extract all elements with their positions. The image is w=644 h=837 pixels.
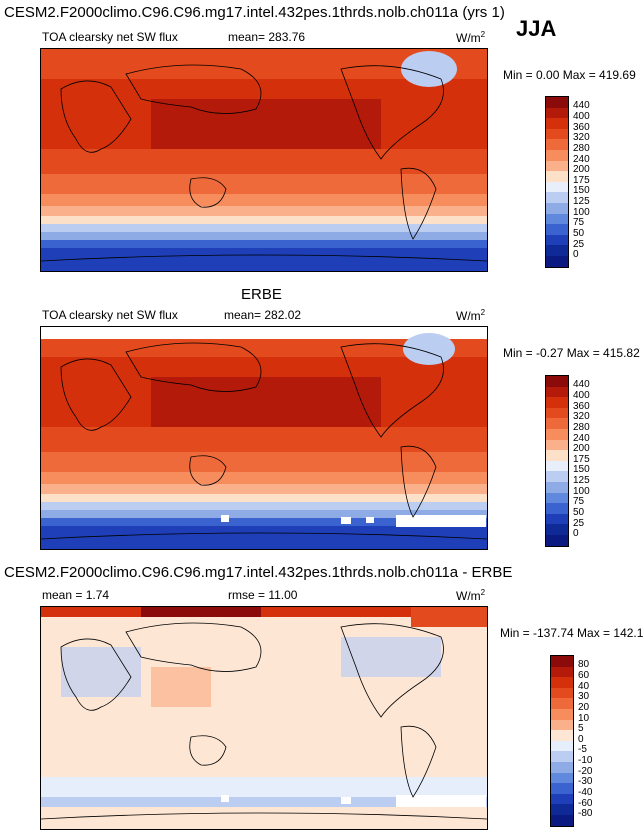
panel2-variable: TOA clearsky net SW flux — [42, 308, 178, 322]
panel1-map — [40, 48, 488, 272]
panel3-minmax: Min = -137.74 Max = 142.12 — [500, 626, 644, 640]
panel3-title: CESM2.F2000climo.C96.C96.mg17.intel.432p… — [4, 564, 513, 581]
panel3-map — [40, 606, 488, 830]
panel1-units: W/m2 — [456, 30, 486, 45]
panel1-mean: mean= 283.76 — [228, 30, 306, 44]
panel3-rmse: rmse = 11.00 — [228, 588, 298, 602]
panel3-colorbar — [550, 655, 574, 827]
panel2-map — [40, 326, 488, 550]
panel1-map-field — [41, 49, 487, 271]
panel2-map-field — [41, 327, 487, 549]
panel1-variable: TOA clearsky net SW flux — [42, 30, 178, 44]
panel3-units: W/m2 — [456, 588, 486, 603]
panel2-colorbar — [545, 375, 569, 547]
panel2-minmax: Min = -0.27 Max = 415.82 — [503, 346, 640, 360]
panel3-map-field — [41, 607, 487, 829]
panel2-dataset: ERBE — [241, 286, 282, 303]
panel2-units: W/m2 — [456, 308, 486, 323]
season-label: JJA — [516, 16, 557, 41]
panel1-colorbar — [545, 96, 569, 268]
panel2-mean: mean= 282.02 — [224, 308, 302, 322]
panel1-minmax: Min = 0.00 Max = 419.69 — [503, 68, 636, 82]
figure-title: CESM2.F2000climo.C96.C96.mg17.intel.432p… — [4, 4, 505, 21]
panel3-mean: mean = 1.74 — [42, 588, 110, 602]
